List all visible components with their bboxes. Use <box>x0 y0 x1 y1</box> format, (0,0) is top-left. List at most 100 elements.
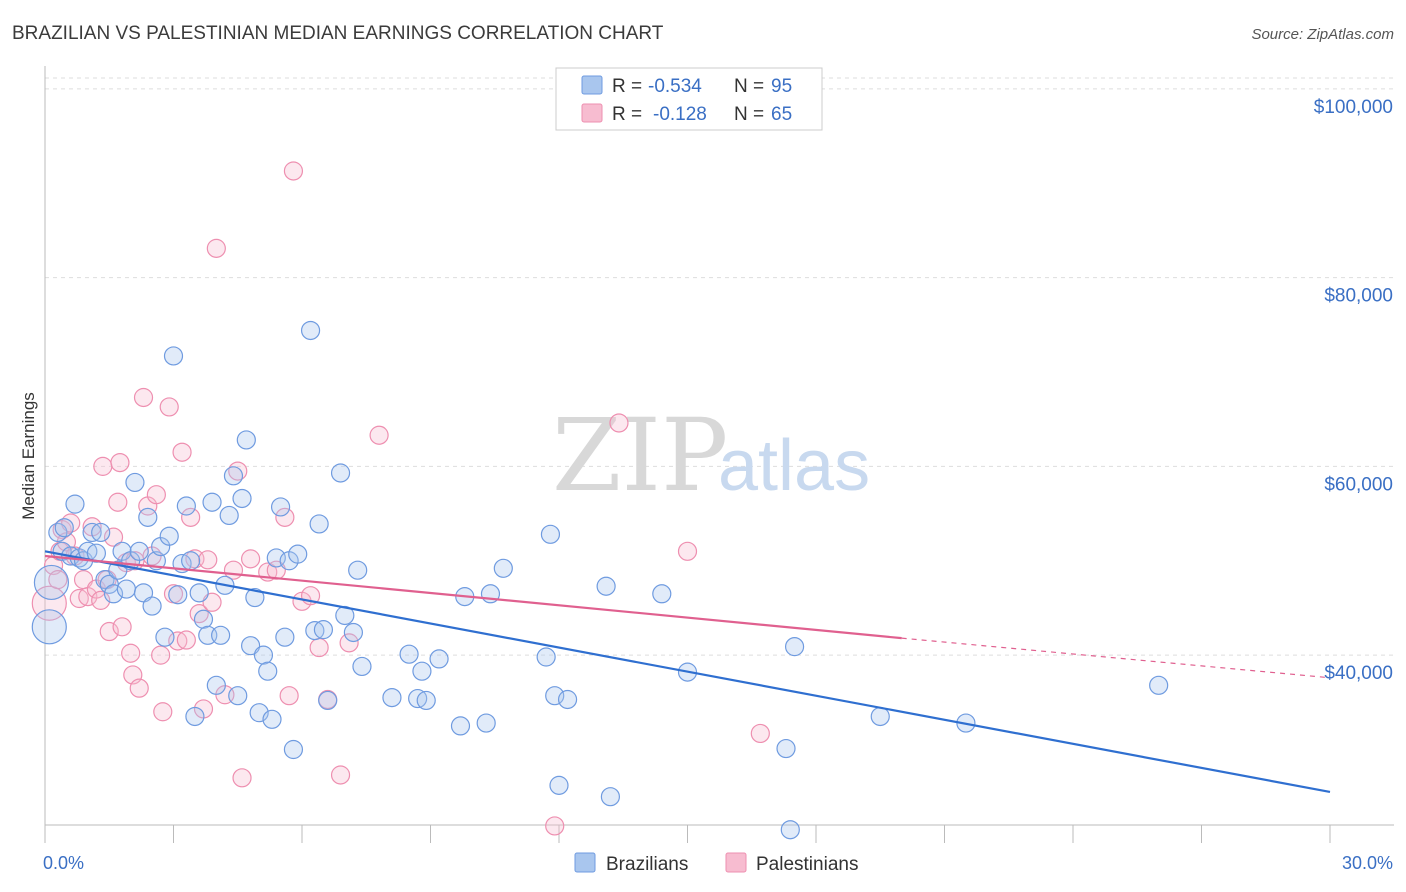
palestinians-point-56 <box>309 637 329 658</box>
watermark: ZIP atlas <box>552 397 870 514</box>
palestinians-point-14 <box>93 456 113 476</box>
legend-n-value-brazilians: 95 <box>771 76 792 97</box>
palestinians-point-29 <box>146 485 166 505</box>
x-tick-labels: 0.0% 30.0% <box>43 853 1393 873</box>
y-tick-label-1: $60,000 <box>1324 474 1393 495</box>
brazilians-point-48 <box>245 587 265 608</box>
brazilians-point-55 <box>275 627 295 647</box>
brazilians-point-11 <box>86 543 107 563</box>
brazilians-point-66 <box>343 622 363 643</box>
source-label: Source: ZipAtlas.com <box>1251 26 1394 43</box>
palestinians-point-48 <box>241 549 261 569</box>
brazilians-point-29 <box>163 346 184 366</box>
brazilians-point-86 <box>600 787 621 807</box>
brazilians-point-24 <box>142 596 162 616</box>
palestinians-point-41 <box>198 550 218 570</box>
palestinians-point-35 <box>172 442 192 462</box>
brazilians-point-47 <box>241 636 261 656</box>
brazilians-point-23 <box>138 507 158 527</box>
brazilians-point-12 <box>91 522 111 543</box>
palestinians-point-64 <box>750 723 770 744</box>
brazilians-point-45 <box>232 488 252 509</box>
brazilians-trendline <box>44 550 1331 794</box>
brazilians-point-38 <box>202 492 222 512</box>
palestinians-point-52 <box>279 686 299 706</box>
x-tick-label-0: 0.0% <box>43 853 84 873</box>
palestinians-point-59 <box>339 633 359 653</box>
brazilians-point-1 <box>33 564 70 601</box>
brazilians-point-94 <box>1149 675 1169 695</box>
y-axis-label: Median Earnings <box>19 392 38 520</box>
y-tick-label-0: $40,000 <box>1324 663 1393 684</box>
brazilians-point-43 <box>223 466 244 486</box>
legend-n-label-brazilians: N = <box>734 76 764 97</box>
palestinians-point-17 <box>103 527 124 547</box>
palestinians-trendline-extension <box>901 637 1331 679</box>
palestinians-point-26 <box>133 387 154 408</box>
y-tick-label-3: $100,000 <box>1314 97 1393 118</box>
series-brazilians <box>31 320 1169 840</box>
x-tick-label-1: 30.0% <box>1342 853 1393 873</box>
brazilians-point-83 <box>549 775 569 795</box>
brazilians-point-50 <box>253 645 274 665</box>
brazilians-point-58 <box>288 544 308 564</box>
brazilians-point-63 <box>318 690 338 711</box>
brazilians-point-15 <box>103 584 124 604</box>
palestinians-point-22 <box>121 643 141 663</box>
brazilians-point-75 <box>450 716 471 736</box>
brazilians-point-73 <box>416 690 436 711</box>
palestinians-point-63 <box>677 541 698 561</box>
brazilians-point-30 <box>168 585 188 605</box>
bottom-legend-swatch-brazilians <box>574 852 596 873</box>
brazilians-point-87 <box>652 584 672 604</box>
brazilians-point-18 <box>116 579 136 599</box>
brazilians-point-80 <box>536 647 556 667</box>
brazilians-point-35 <box>189 583 209 603</box>
brazilians-point-46 <box>236 430 256 450</box>
brazilians-point-28 <box>159 526 179 546</box>
brazilians-point-67 <box>348 560 368 580</box>
brazilians-point-62 <box>313 620 334 640</box>
axes <box>44 66 1394 843</box>
brazilians-point-69 <box>382 687 402 708</box>
palestinians-point-60 <box>369 425 389 445</box>
brazilians-point-68 <box>352 656 372 677</box>
palestinians-point-61 <box>545 816 565 836</box>
brazilians-point-61 <box>309 514 329 534</box>
legend-r-label-palestinians: R = <box>612 104 642 125</box>
brazilians-point-72 <box>412 661 432 681</box>
brazilians-point-79 <box>493 558 513 578</box>
brazilians-point-39 <box>206 675 226 695</box>
palestinians-point-16 <box>99 621 119 642</box>
brazilians-point-90 <box>780 820 800 840</box>
brazilians-point-0 <box>31 609 67 645</box>
brazilians-point-4 <box>54 518 74 538</box>
brazilians-point-89 <box>776 738 796 759</box>
brazilians-point-33 <box>181 551 201 571</box>
brazilians-point-59 <box>300 320 321 341</box>
palestinians-point-30 <box>151 645 171 665</box>
brazilians-point-92 <box>870 706 890 727</box>
brazilians-point-32 <box>176 496 196 516</box>
palestinians-point-51 <box>275 507 295 527</box>
palestinians-point-37 <box>181 507 201 527</box>
palestinians-point-25 <box>129 678 149 698</box>
brazilians-point-64 <box>330 463 351 483</box>
brazilians-point-51 <box>258 661 278 681</box>
legend-n-label-palestinians: N = <box>734 104 764 125</box>
y-tick-labels: $40,000 $60,000 $80,000 $100,000 <box>1314 97 1393 684</box>
gridlines <box>45 77 1394 656</box>
palestinians-point-2 <box>48 570 68 590</box>
legend-r-value-palestinians: -0.128 <box>653 104 707 125</box>
chart-title: BRAZILIAN VS PALESTINIAN MEDIAN EARNINGS… <box>12 23 664 44</box>
palestinians-trendline <box>44 554 902 640</box>
brazilians-point-85 <box>596 576 616 596</box>
palestinians-point-20 <box>112 617 132 637</box>
brazilians-point-84 <box>557 689 578 710</box>
brazilians-point-34 <box>185 706 205 727</box>
brazilians-point-6 <box>65 494 85 514</box>
palestinians-point-31 <box>153 702 173 722</box>
palestinians-point-43 <box>206 238 226 258</box>
brazilians-point-91 <box>784 637 805 657</box>
